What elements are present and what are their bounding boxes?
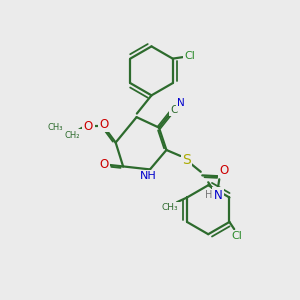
Text: O: O [84, 120, 93, 133]
Text: CH₃: CH₃ [162, 203, 178, 212]
Text: N: N [178, 98, 185, 108]
Text: CH₂: CH₂ [64, 131, 80, 140]
Text: N: N [213, 189, 222, 202]
Text: O: O [220, 164, 229, 177]
Text: H: H [205, 190, 212, 200]
Text: NH: NH [140, 171, 157, 181]
Text: Cl: Cl [232, 231, 243, 241]
Text: O: O [99, 158, 109, 171]
Text: S: S [182, 153, 191, 167]
Text: Cl: Cl [184, 51, 195, 61]
Text: C: C [170, 105, 178, 115]
Text: O: O [100, 118, 109, 130]
Text: CH₃: CH₃ [48, 123, 63, 132]
